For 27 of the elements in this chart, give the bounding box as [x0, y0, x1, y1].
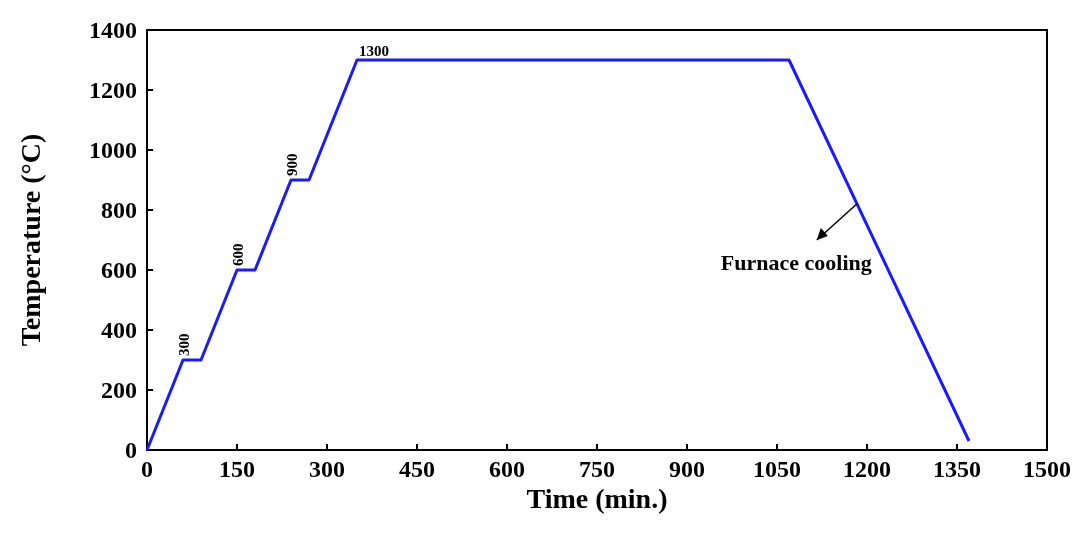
data-label: 900 [284, 153, 300, 176]
y-tick-label: 200 [101, 377, 137, 403]
y-tick-label: 1000 [89, 137, 137, 163]
x-tick-label: 750 [579, 456, 615, 482]
x-tick-label: 150 [219, 456, 255, 482]
data-label: 600 [230, 243, 246, 266]
y-tick-label: 600 [101, 257, 137, 283]
x-tick-label: 1350 [933, 456, 981, 482]
y-tick-label: 800 [101, 197, 137, 223]
line-series [145, 58, 971, 452]
x-tick-label: 600 [489, 456, 525, 482]
data-label: 300 [176, 333, 192, 356]
x-tick-label: 1050 [753, 456, 801, 482]
x-tick-label: 900 [669, 456, 705, 482]
x-tick-label: 1500 [1023, 456, 1071, 482]
annotation: Furnace cooling [720, 250, 872, 275]
y-tick-label: 1200 [89, 77, 137, 103]
x-axis-title: Time (min.) [526, 483, 668, 514]
y-tick-label: 400 [101, 317, 137, 343]
x-tick-label: 1200 [843, 456, 891, 482]
x-tick-label: 0 [141, 456, 153, 482]
x-tick-label: 450 [399, 456, 435, 482]
y-tick-label: 0 [125, 437, 137, 463]
y-axis-title: Temperature (°C) [15, 133, 46, 347]
data-label: 1300 [359, 43, 389, 59]
x-tick-label: 300 [309, 456, 345, 482]
y-tick-label: 1400 [89, 17, 137, 43]
